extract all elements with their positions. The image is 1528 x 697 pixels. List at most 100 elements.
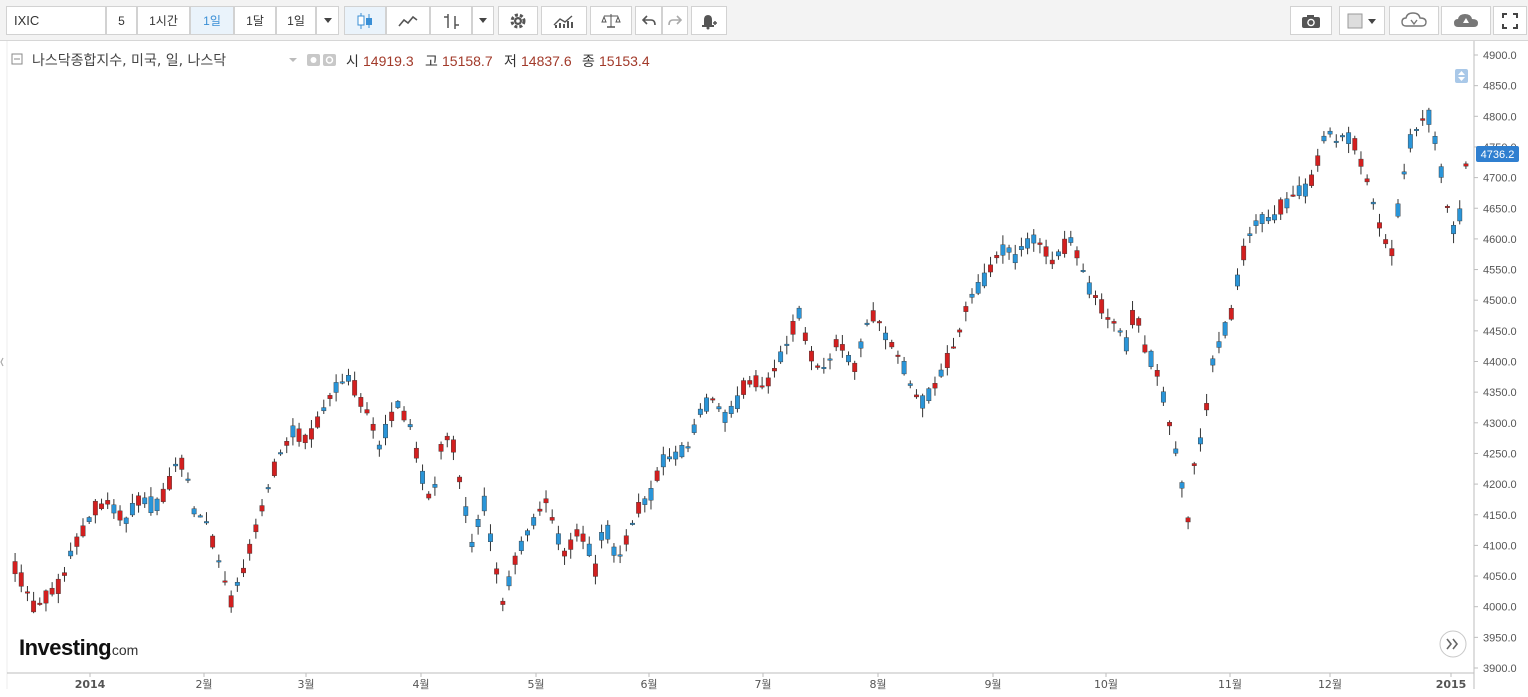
time-tick-label: 11월 <box>1218 678 1242 691</box>
interval-dropdown-value[interactable]: 1일 <box>276 6 316 35</box>
candle-down <box>241 567 246 574</box>
candle-up <box>1302 183 1308 197</box>
high-label: 고 <box>425 54 438 70</box>
interval-1month-button[interactable]: 1달 <box>234 6 276 35</box>
candle-up <box>234 582 240 586</box>
instrument-name: 나스닥종합지수, 미국, 일, 나스닥 <box>32 53 226 69</box>
candle-down <box>1136 318 1142 326</box>
candle-up <box>1025 238 1031 249</box>
candle-up <box>265 487 271 490</box>
candle-up <box>1123 337 1129 352</box>
color-swatch-icon <box>1347 13 1376 28</box>
candle-up <box>383 423 388 439</box>
double-chevron-right-icon <box>1446 638 1459 650</box>
candle-up <box>1222 322 1228 336</box>
candle-down <box>549 517 555 521</box>
price-tick-label: 4300.0 <box>1483 418 1517 430</box>
candle-down <box>1204 403 1210 411</box>
candle-down <box>160 488 166 502</box>
price-chart[interactable]: 3900.0 3950.0 4000.0 4050.0 4100.0 4150.0 4200… <box>0 41 1528 697</box>
candle-up <box>975 282 981 294</box>
candle-down <box>852 362 858 372</box>
candle-down <box>253 524 259 533</box>
candle-up <box>1296 185 1302 196</box>
price-tick-label: 4150.0 <box>1483 510 1517 522</box>
candle-down <box>370 423 376 431</box>
close-label: 종 <box>582 54 595 70</box>
scroll-to-latest-button[interactable] <box>1439 630 1467 658</box>
candle-up <box>1216 341 1222 348</box>
price-tick-label: 4900.0 <box>1483 50 1517 62</box>
candle-down <box>413 447 419 459</box>
candle-down <box>309 428 314 440</box>
candle-down <box>222 580 228 583</box>
compare-button[interactable] <box>590 6 632 35</box>
candle-down <box>136 495 141 506</box>
theme-button[interactable] <box>1339 6 1385 35</box>
interval-dropdown-button[interactable] <box>316 6 339 35</box>
candle-up <box>784 343 790 346</box>
candle-down <box>562 550 567 557</box>
candle-down <box>963 306 969 312</box>
candle-down <box>358 397 364 407</box>
candle-down <box>1278 199 1284 215</box>
interval-1hour-button[interactable]: 1시간 <box>137 6 190 35</box>
fullscreen-button[interactable] <box>1493 6 1527 35</box>
candle-up <box>290 425 296 438</box>
chart-style-dropdown[interactable] <box>472 6 494 35</box>
candle-up <box>617 554 623 557</box>
cloud-upload-icon <box>1454 13 1478 27</box>
candle-down <box>710 398 716 401</box>
indicators-button[interactable] <box>541 6 587 35</box>
undo-icon <box>641 14 656 25</box>
candle-down <box>1352 138 1358 151</box>
candle-down <box>543 498 549 504</box>
candle-up <box>555 533 561 545</box>
scale-toggle-button[interactable] <box>1455 69 1468 83</box>
time-axis: 2014 2월 3월 4월 5월 6월 7월 8월 9월 10월 11월 12월 2015 <box>75 673 1466 691</box>
candle-down <box>1130 309 1135 326</box>
close-value: 15153.4 <box>599 53 650 69</box>
interval-5-button[interactable]: 5 <box>106 6 137 35</box>
load-cloud-button[interactable] <box>1389 6 1439 35</box>
candle-up <box>1031 234 1037 244</box>
candle-up <box>86 517 92 522</box>
candle-up <box>827 358 833 361</box>
chevron-down-icon[interactable] <box>289 58 297 62</box>
candle-up <box>191 508 197 515</box>
candle-down <box>1463 163 1469 167</box>
candle-up <box>142 497 148 505</box>
candle-down <box>568 539 574 550</box>
legend-settings-icon[interactable] <box>323 54 336 66</box>
candle-down <box>1093 295 1098 298</box>
symbol-input[interactable]: IXIC <box>6 6 106 35</box>
candles-style-button[interactable] <box>344 6 386 35</box>
candle-down <box>49 587 55 595</box>
cloud-download-icon <box>1401 11 1427 27</box>
undo-button[interactable] <box>635 6 662 35</box>
candle-up <box>1340 135 1345 138</box>
candle-up <box>1117 330 1123 333</box>
candle-up <box>1395 203 1401 217</box>
candle-up <box>599 532 605 541</box>
bars-style-button[interactable] <box>430 6 472 35</box>
candle-up <box>1333 140 1339 143</box>
left-scroll-handle-icon[interactable] <box>0 357 4 367</box>
candle-down <box>654 470 660 481</box>
candle-down <box>284 441 290 446</box>
candle-down <box>802 332 808 341</box>
interval-1day-button[interactable]: 1일 <box>190 6 234 35</box>
settings-button[interactable] <box>498 6 538 35</box>
candle-down <box>43 590 49 604</box>
redo-button[interactable] <box>662 6 688 35</box>
candle-down <box>228 595 234 608</box>
candle-up <box>1080 270 1086 272</box>
line-style-button[interactable] <box>386 6 430 35</box>
screenshot-button[interactable] <box>1290 6 1332 35</box>
candle-down <box>1111 321 1117 324</box>
alert-button[interactable] <box>691 6 727 35</box>
save-cloud-button[interactable] <box>1441 6 1491 35</box>
candles-layer <box>12 107 1469 614</box>
candle-up <box>333 382 339 393</box>
candle-down <box>1309 174 1314 186</box>
